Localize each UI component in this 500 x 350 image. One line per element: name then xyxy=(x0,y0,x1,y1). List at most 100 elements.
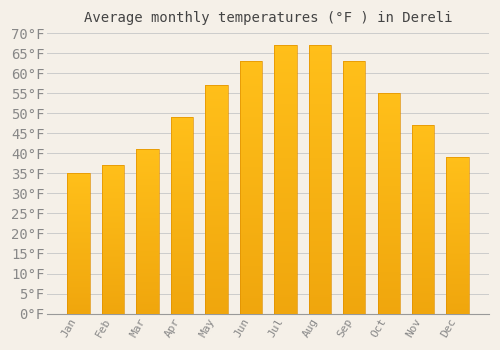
Bar xyxy=(343,309,365,311)
Bar xyxy=(274,161,296,163)
Bar xyxy=(68,273,90,274)
Bar xyxy=(171,280,193,282)
Bar xyxy=(102,199,124,201)
Bar xyxy=(378,93,400,314)
Bar xyxy=(240,218,262,220)
Bar xyxy=(308,201,331,204)
Bar xyxy=(68,270,90,272)
Bar xyxy=(446,186,469,187)
Bar xyxy=(274,276,296,279)
Bar xyxy=(343,271,365,273)
Bar xyxy=(274,257,296,260)
Bar xyxy=(102,265,124,266)
Bar xyxy=(343,256,365,258)
Bar xyxy=(68,300,90,301)
Bar xyxy=(378,184,400,186)
Bar xyxy=(308,292,331,295)
Bar xyxy=(68,307,90,308)
Bar xyxy=(240,245,262,248)
Bar xyxy=(343,79,365,82)
Bar xyxy=(206,250,228,252)
Bar xyxy=(68,221,90,223)
Bar xyxy=(378,177,400,179)
Bar xyxy=(308,48,331,51)
Bar xyxy=(171,278,193,280)
Bar xyxy=(308,193,331,196)
Bar xyxy=(68,265,90,266)
Bar xyxy=(68,288,90,290)
Bar xyxy=(378,241,400,243)
Bar xyxy=(446,304,469,306)
Bar xyxy=(102,268,124,269)
Bar xyxy=(68,279,90,280)
Bar xyxy=(240,157,262,160)
Bar xyxy=(378,302,400,305)
Bar xyxy=(240,281,262,283)
Bar xyxy=(308,281,331,284)
Bar xyxy=(412,281,434,284)
Bar xyxy=(136,172,159,174)
Bar xyxy=(206,108,228,110)
Bar xyxy=(446,251,469,253)
Bar xyxy=(136,215,159,217)
Bar xyxy=(171,308,193,310)
Bar xyxy=(171,276,193,278)
Bar xyxy=(274,172,296,174)
Bar xyxy=(136,151,159,153)
Bar xyxy=(171,117,193,119)
Bar xyxy=(412,295,434,297)
Bar xyxy=(240,233,262,235)
Bar xyxy=(308,85,331,88)
Bar xyxy=(446,279,469,281)
Bar xyxy=(136,184,159,186)
Bar xyxy=(446,190,469,192)
Bar xyxy=(171,312,193,314)
Bar xyxy=(240,187,262,190)
Bar xyxy=(378,212,400,215)
Bar xyxy=(446,260,469,262)
Bar xyxy=(378,223,400,225)
Bar xyxy=(102,293,124,294)
Bar xyxy=(274,212,296,214)
Bar xyxy=(378,104,400,106)
Bar xyxy=(446,184,469,186)
Bar xyxy=(274,244,296,246)
Bar xyxy=(240,149,262,152)
Bar xyxy=(412,204,434,206)
Bar xyxy=(68,225,90,227)
Bar xyxy=(343,170,365,172)
Bar xyxy=(378,197,400,199)
Bar xyxy=(136,197,159,199)
Bar xyxy=(378,106,400,109)
Bar xyxy=(102,210,124,211)
Bar xyxy=(274,300,296,303)
Bar xyxy=(412,142,434,144)
Bar xyxy=(378,261,400,263)
Bar xyxy=(274,279,296,281)
Bar xyxy=(343,276,365,278)
Bar xyxy=(68,218,90,220)
Bar xyxy=(102,182,124,183)
Bar xyxy=(136,218,159,220)
Bar xyxy=(343,177,365,180)
Bar xyxy=(446,225,469,226)
Bar xyxy=(240,142,262,145)
Bar xyxy=(68,267,90,269)
Bar xyxy=(68,244,90,245)
Bar xyxy=(378,126,400,128)
Bar xyxy=(136,300,159,302)
Bar xyxy=(136,276,159,278)
Bar xyxy=(171,268,193,271)
Bar xyxy=(378,221,400,223)
Bar xyxy=(206,282,228,284)
Bar xyxy=(68,274,90,276)
Bar xyxy=(136,245,159,246)
Bar xyxy=(136,294,159,295)
Bar xyxy=(412,214,434,216)
Bar xyxy=(274,311,296,314)
Bar xyxy=(308,228,331,230)
Bar xyxy=(206,99,228,101)
Bar xyxy=(446,281,469,282)
Bar xyxy=(206,179,228,181)
Bar xyxy=(378,201,400,203)
